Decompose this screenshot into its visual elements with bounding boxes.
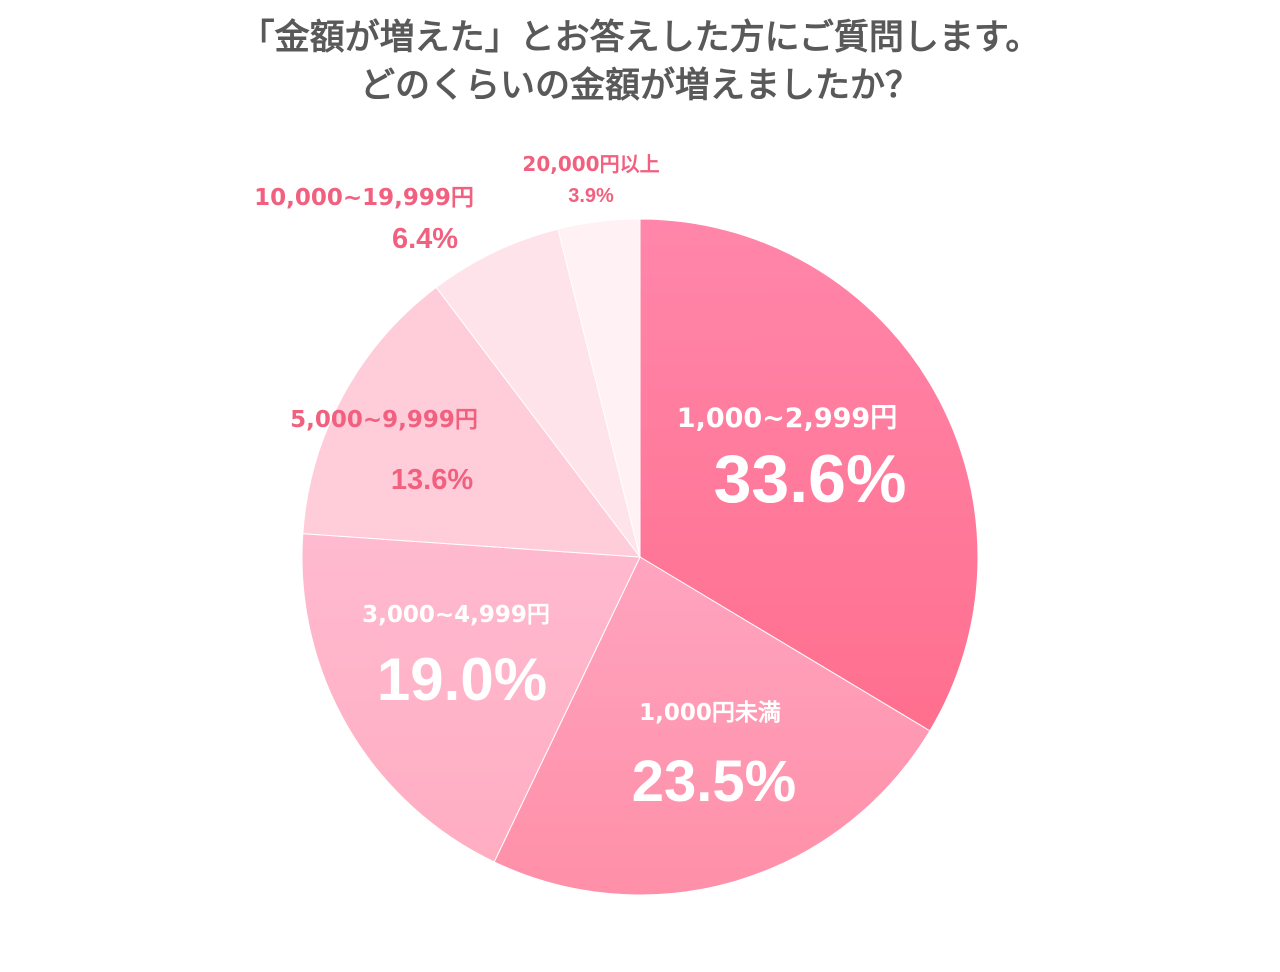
pie-slice	[557, 218, 641, 558]
slice-value-label: 13.6%	[391, 464, 473, 496]
slice-label: 10,000~19,999円	[254, 185, 474, 211]
chart-title: 「金額が増えた」とお答えした方にご質問します。 どのくらいの金額が増えましたか？	[0, 14, 1280, 110]
pie-labels: 1,000~2,999円 33.6% 1,000円未満 23.5% 3,000~4,99…	[254, 152, 906, 814]
slice-label: 1,000円未満	[639, 700, 781, 726]
pie-slice	[435, 228, 641, 558]
chart-title-line-2: どのくらいの金額が増えましたか？	[359, 66, 920, 106]
slice-label: 5,000~9,999円	[290, 407, 478, 433]
slice-value-label: 6.4%	[392, 223, 458, 255]
slice-value-label: 19.0%	[377, 646, 547, 713]
pie-slice	[302, 286, 642, 558]
slice-label: 1,000~2,999円	[677, 403, 897, 434]
pie-slice	[639, 218, 979, 732]
slice-value-label: 3.9%	[568, 185, 614, 207]
chart-title-line-1: 「金額が増えた」とお答えした方にご質問します。	[239, 18, 1041, 58]
slice-label: 3,000~4,999円	[362, 602, 550, 628]
pie-slice	[493, 556, 931, 896]
slice-label: 20,000円以上	[522, 152, 659, 176]
slice-value-label: 33.6%	[714, 441, 907, 517]
pie-slice	[301, 533, 641, 863]
pie-slices	[301, 218, 979, 896]
slice-value-label: 23.5%	[632, 749, 796, 814]
